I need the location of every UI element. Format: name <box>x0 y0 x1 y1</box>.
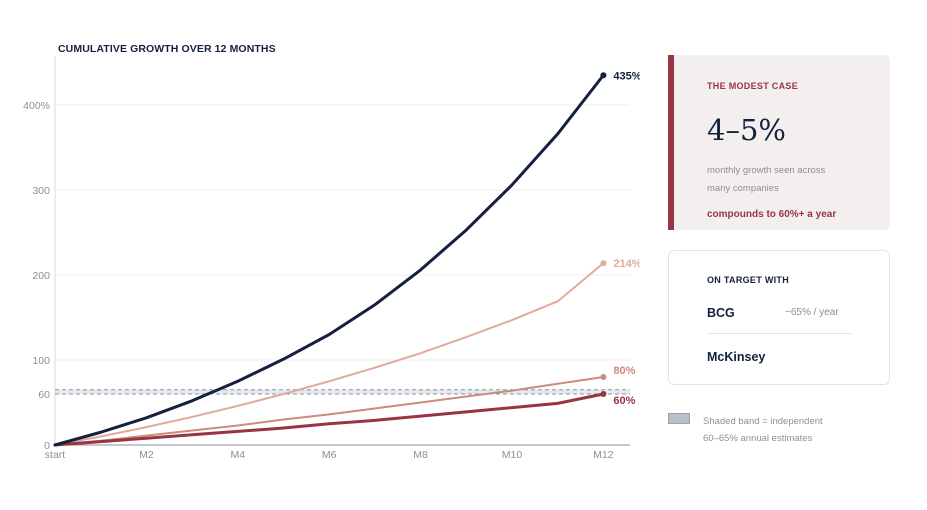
band-legend-line1: Shaded band = independent <box>703 416 823 427</box>
on-target-card: ON TARGET WITH BCG ~65% / year McKinsey <box>668 250 890 385</box>
estimate-band <box>55 389 630 394</box>
y-tick-label-400: 400% <box>23 100 50 112</box>
series-end-label-1: 435% <box>613 70 640 82</box>
x-tick-label-m10: M10 <box>502 449 523 461</box>
modest-case-description: monthly growth seen across many companie… <box>707 162 867 198</box>
y-tick-label-0: 0 <box>44 440 50 452</box>
y-tick-label-100: 100 <box>32 355 50 367</box>
firm-bcg-value: ~65% / year <box>785 307 839 318</box>
y-tick-label-200: 200 <box>32 270 50 282</box>
modest-case-description-line2: many companies <box>707 183 779 194</box>
y-tick-label-60: 60 <box>38 389 50 401</box>
chart-title: CUMULATIVE GROWTH OVER 12 MONTHS <box>58 43 276 55</box>
x-tick-label-m4: M4 <box>231 449 246 461</box>
modest-case-note: compounds to 60%+ a year <box>707 209 837 220</box>
x-tick-label-start: start <box>45 449 66 461</box>
series-end-point-2 <box>600 260 607 267</box>
series-end-point-3 <box>600 374 607 380</box>
x-tick-label-m2: M2 <box>139 449 154 461</box>
modest-case-headline: 4–5% <box>707 113 786 147</box>
series-line-3 <box>54 376 605 446</box>
firm-divider <box>707 333 852 334</box>
band-legend-line2: 60–65% annual estimates <box>703 433 813 444</box>
firm-mckinsey: McKinsey <box>707 350 766 364</box>
modest-case-kicker: THE MODEST CASE <box>707 81 799 91</box>
band-legend-text: Shaded band = independent 60–65% annual … <box>703 413 853 447</box>
series-end-label-4: 60% <box>613 395 635 407</box>
series-line-2 <box>54 262 605 446</box>
firm-bcg: BCG <box>707 306 735 320</box>
band-legend-swatch <box>668 413 690 424</box>
y-tick-label-300: 300 <box>32 185 50 197</box>
modest-case-description-line1: monthly growth seen across <box>707 165 826 176</box>
modest-case-card: THE MODEST CASE 4–5% monthly growth seen… <box>668 55 890 230</box>
series-line-1 <box>53 73 605 447</box>
x-tick-label-m6: M6 <box>322 449 337 461</box>
series-end-point-4 <box>600 391 607 397</box>
on-target-kicker: ON TARGET WITH <box>707 275 790 285</box>
growth-line-chart: 0 60 100 200 300 400% start M2 M4 M6 M8 M10 M12 214% 8… <box>23 56 640 461</box>
x-tick-label-m8: M8 <box>413 449 428 461</box>
series-end-point-1 <box>600 72 607 79</box>
series-end-label-3: 80% <box>613 365 635 377</box>
series-end-label-2: 214% <box>613 258 640 270</box>
x-tick-label-m12: M12 <box>593 449 614 461</box>
series-line-4 <box>53 392 605 447</box>
